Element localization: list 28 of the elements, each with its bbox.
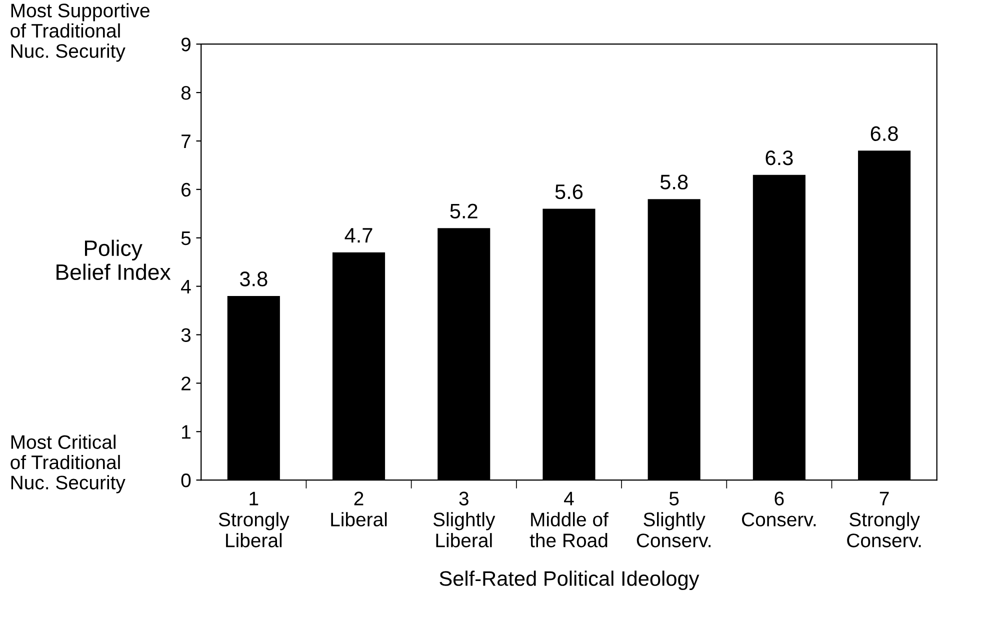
y-tick-label: 8 bbox=[181, 86, 191, 100]
data-label: 4.7 bbox=[344, 228, 372, 243]
data-label: 5.2 bbox=[450, 204, 478, 218]
y-tick-label: 1 bbox=[182, 425, 190, 439]
data-label: 5.8 bbox=[660, 174, 688, 190]
x-tick-label: 2 Liberal bbox=[331, 492, 387, 526]
data-label: 6.3 bbox=[766, 150, 793, 166]
data-label: 3.8 bbox=[240, 272, 268, 286]
x-tick-label: 1 Strongly Liberal bbox=[218, 492, 290, 548]
y-tick-label: 7 bbox=[182, 134, 190, 148]
x-axis-title: Self-Rated Political Ideology bbox=[440, 570, 700, 590]
y-tick-label: 3 bbox=[181, 328, 191, 342]
text: Most Supportive of Traditional Nuc. Security bbox=[10, 3, 150, 62]
x-tick-label: 6 Conserv. bbox=[742, 492, 816, 526]
y-tick-label: 6 bbox=[182, 182, 191, 197]
data-label: 6.8 bbox=[870, 126, 898, 141]
y-axis-title: Policy Belief Index bbox=[56, 240, 171, 280]
y-tick-label: 0 bbox=[181, 474, 191, 488]
y-tick-label: 2 bbox=[182, 376, 190, 390]
y-tick-label: 5 bbox=[181, 232, 191, 246]
x-tick-label: 7 Strongly Conserv. bbox=[847, 492, 921, 548]
x-tick-label: 3 Slightly Liberal bbox=[433, 492, 496, 548]
x-tick-label: 5 Slightly Conserv. bbox=[636, 492, 710, 548]
text: Most Critical of Traditional Nuc. Security bbox=[10, 434, 126, 494]
y-tick-label: 4 bbox=[181, 280, 191, 294]
y-tick-label: 9 bbox=[181, 38, 190, 52]
x-tick-label: 4 Middle of the Road bbox=[530, 492, 608, 548]
data-label: 5.6 bbox=[555, 184, 583, 200]
